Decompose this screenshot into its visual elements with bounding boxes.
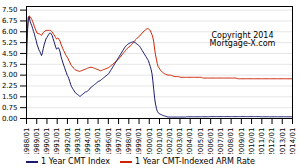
svg-text:1999/01: 1999/01 bbox=[135, 128, 143, 155]
svg-text:0.00: 0.00 bbox=[2, 115, 18, 123]
svg-text:1993/01: 1993/01 bbox=[74, 128, 82, 155]
svg-text:2000/01: 2000/01 bbox=[146, 128, 154, 155]
svg-text:1998/01: 1998/01 bbox=[125, 128, 133, 155]
svg-text:1990/01: 1990/01 bbox=[43, 128, 51, 155]
svg-text:Copyright 2014Mortgage-X.com: Copyright 2014Mortgage-X.com bbox=[210, 31, 276, 48]
svg-text:1995/01: 1995/01 bbox=[94, 128, 102, 155]
svg-text:2005/01: 2005/01 bbox=[197, 128, 205, 155]
svg-text:2012/01: 2012/01 bbox=[268, 128, 276, 155]
svg-text:7.50: 7.50 bbox=[2, 6, 18, 14]
svg-text:1996/01: 1996/01 bbox=[105, 128, 113, 155]
svg-text:2003/01: 2003/01 bbox=[176, 128, 184, 155]
svg-text:2.25: 2.25 bbox=[2, 82, 18, 90]
svg-text:2002/01: 2002/01 bbox=[166, 128, 174, 155]
svg-text:1.50: 1.50 bbox=[2, 93, 18, 101]
svg-text:2001/01: 2001/01 bbox=[156, 128, 164, 155]
svg-text:1988/01: 1988/01 bbox=[23, 128, 31, 155]
svg-text:1997/01: 1997/01 bbox=[115, 128, 123, 155]
svg-text:4.50: 4.50 bbox=[2, 50, 18, 58]
svg-text:2008/01: 2008/01 bbox=[227, 128, 235, 155]
svg-text:6.00: 6.00 bbox=[2, 28, 18, 36]
svg-text:2009/01: 2009/01 bbox=[238, 128, 246, 155]
svg-text:5.25: 5.25 bbox=[2, 39, 18, 47]
svg-text:6.75: 6.75 bbox=[2, 17, 18, 25]
svg-text:2004/01: 2004/01 bbox=[186, 128, 194, 155]
html-text:1 Year CMT-Indexed ARM Rate: 1 Year CMT-Indexed ARM Rate bbox=[135, 156, 255, 166]
svg-text:1992/01: 1992/01 bbox=[64, 128, 72, 155]
svg-text:2011/01: 2011/01 bbox=[258, 128, 266, 155]
svg-text:1994/01: 1994/01 bbox=[84, 128, 92, 155]
svg-text:1989/01: 1989/01 bbox=[33, 128, 41, 155]
svg-text:1991/01: 1991/01 bbox=[53, 128, 61, 155]
svg-text:2014/01: 2014/01 bbox=[289, 128, 297, 155]
svg-text:2010/01: 2010/01 bbox=[248, 128, 256, 155]
html-text:1 Year CMT Index: 1 Year CMT Index bbox=[41, 156, 111, 166]
svg-text:2007/01: 2007/01 bbox=[217, 128, 225, 155]
svg-text:3.00: 3.00 bbox=[2, 71, 18, 79]
svg-text:3.75: 3.75 bbox=[2, 61, 18, 69]
svg-text:2013/01: 2013/01 bbox=[279, 128, 287, 155]
svg-text:0.75: 0.75 bbox=[2, 104, 18, 112]
svg-text:2006/01: 2006/01 bbox=[207, 128, 215, 155]
